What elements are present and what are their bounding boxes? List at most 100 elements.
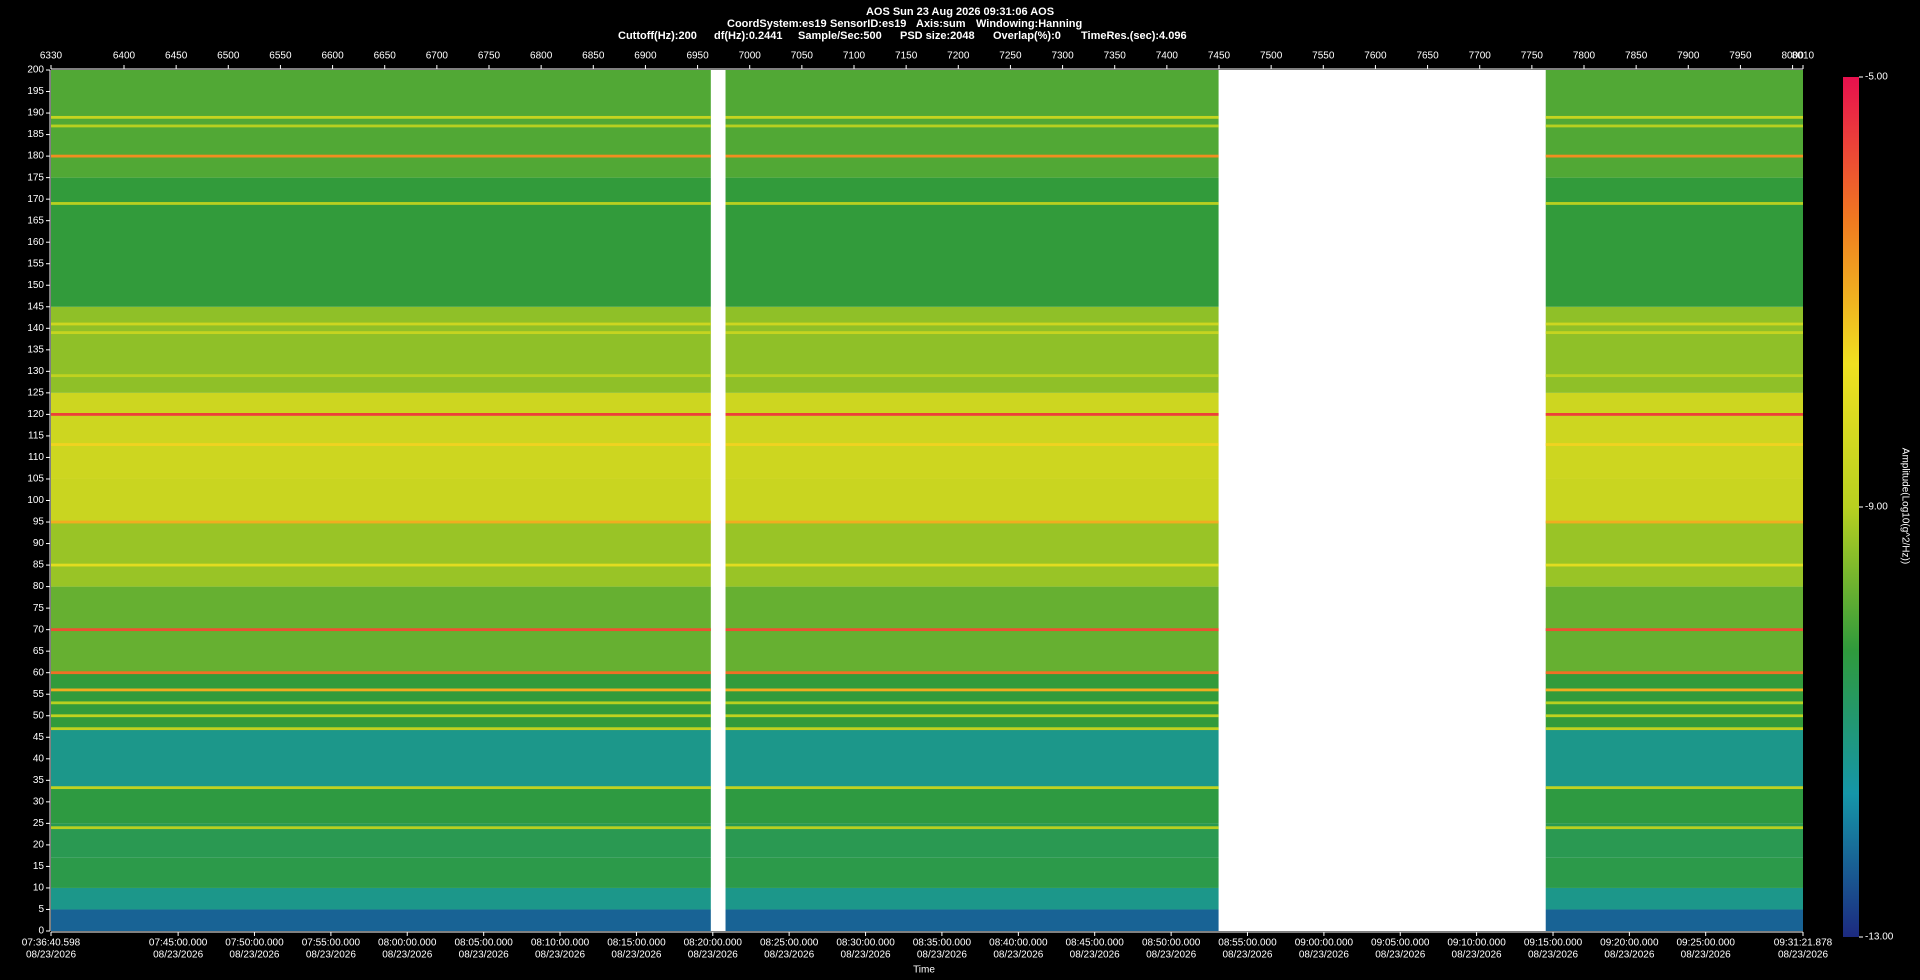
spectrum-band: [725, 857, 1219, 888]
colorbar-tick-label: -13.00: [1865, 932, 1894, 943]
time-tick-date: 08/23/2026: [1299, 950, 1349, 961]
x-tick-label: 7750: [1521, 51, 1544, 62]
time-tick-label: 09:31:21.878: [1774, 938, 1833, 949]
time-tick-date: 08/23/2026: [611, 950, 661, 961]
y-tick-label: 105: [27, 474, 44, 485]
time-tick-date: 08/23/2026: [459, 950, 509, 961]
x-tick-label: 6450: [165, 51, 188, 62]
time-tick-label: 07:50:00.000: [225, 938, 284, 949]
time-tick-label: 07:36:40.598: [22, 938, 81, 949]
y-tick-label: 5: [38, 904, 44, 915]
colorbar: [1843, 77, 1859, 937]
spectrum-band: [725, 672, 1219, 729]
x-tick-label: 7450: [1208, 51, 1231, 62]
tone-line: [725, 520, 1219, 524]
spectrum-band: [725, 909, 1219, 931]
x-tick-label: 7100: [843, 51, 866, 62]
x-tick-label: 7550: [1312, 51, 1335, 62]
spectrum-band: [51, 478, 711, 523]
y-tick-label: 140: [27, 323, 44, 334]
info: Sample/Sec:500: [798, 30, 882, 42]
tone-line: [725, 322, 1219, 326]
time-tick-date: 08/23/2026: [1146, 950, 1196, 961]
time-tick-label: 08:15:00.000: [607, 938, 666, 949]
spectrum-band: [725, 392, 1219, 479]
colorbar-tick-label: -5.00: [1865, 72, 1888, 83]
tone-line: [725, 202, 1219, 205]
x-tick-label: 6330: [40, 51, 63, 62]
tone-line: [51, 443, 711, 446]
x-tick-label: 6800: [530, 51, 553, 62]
y-tick-label: 30: [33, 796, 45, 807]
tone-line: [51, 786, 711, 790]
y-tick-label: 125: [27, 388, 44, 399]
tone-line: [51, 202, 711, 205]
spectrum-band: [51, 857, 711, 888]
time-tick-label: 08:25:00.000: [760, 938, 819, 949]
time-tick-label: 09:05:00.000: [1371, 938, 1430, 949]
colorbar-tick-label: -9.00: [1865, 502, 1888, 513]
time-tick-date: 08/23/2026: [1681, 950, 1731, 961]
spectrum-band: [51, 823, 711, 858]
spectrum-band: [725, 887, 1219, 910]
x-tick-label: 7800: [1573, 51, 1596, 62]
tone-line: [725, 727, 1219, 731]
tone-line: [51, 154, 711, 158]
spectrum-band: [725, 522, 1219, 587]
tone-line: [725, 115, 1219, 119]
y-tick-label: 15: [33, 861, 45, 872]
info: Windowing:Hanning: [976, 18, 1082, 30]
spectrum-band: [725, 177, 1219, 307]
x-tick-label: 7900: [1677, 51, 1700, 62]
spectrum-band: [1545, 909, 1803, 931]
y-tick-label: 80: [33, 581, 45, 592]
tone-line: [1545, 202, 1803, 205]
info: df(Hz):0.2441: [714, 30, 782, 42]
tone-line: [1545, 115, 1803, 119]
x-tick-label: 6650: [374, 51, 397, 62]
info: PSD size:2048: [900, 30, 975, 42]
tone-line: [1545, 322, 1803, 326]
tone-line: [1545, 727, 1803, 731]
x-tick-label: 6550: [269, 51, 292, 62]
x-tick-label: 7600: [1364, 51, 1387, 62]
spectrum-band: [725, 728, 1219, 789]
spectrum-band: [51, 177, 711, 307]
spectrum-band: [725, 306, 1219, 393]
x-tick-label: 6900: [634, 51, 657, 62]
y-tick-label: 120: [27, 409, 44, 420]
info: SensorID:es19: [830, 18, 906, 30]
y-tick-label: 20: [33, 840, 45, 851]
spectrum-band: [1545, 177, 1803, 307]
tone-line: [51, 688, 711, 692]
x-tick-label: 7250: [999, 51, 1022, 62]
tone-line: [51, 701, 711, 705]
time-tick-label: 08:35:00.000: [913, 938, 972, 949]
tone-line: [51, 322, 711, 326]
tone-line: [51, 374, 711, 378]
y-tick-label: 190: [27, 108, 44, 119]
tone-line: [1545, 701, 1803, 705]
y-tick-label: 180: [27, 151, 44, 162]
y-tick-label: 75: [33, 603, 45, 614]
tone-line: [1545, 520, 1803, 524]
x-tick-label: 7200: [947, 51, 970, 62]
time-tick-date: 08/23/2026: [26, 950, 76, 961]
time-tick-label: 08:00:00.000: [378, 938, 437, 949]
x-tick-label: 6850: [582, 51, 605, 62]
spectrum-band: [1545, 478, 1803, 523]
time-tick-date: 08/23/2026: [306, 950, 356, 961]
time-tick-label: 09:00:00.000: [1295, 938, 1354, 949]
y-tick-label: 195: [27, 86, 44, 97]
x-tick-label: 8010: [1792, 51, 1815, 62]
tone-line: [51, 331, 711, 335]
spectrum-band: [1545, 306, 1803, 393]
spectrum-band: [1545, 522, 1803, 587]
y-tick-label: 165: [27, 215, 44, 226]
time-tick-date: 08/23/2026: [1375, 950, 1425, 961]
y-tick-label: 150: [27, 280, 44, 291]
tone-line: [725, 701, 1219, 705]
spectrum-band: [1545, 857, 1803, 888]
spectrum-band: [1545, 788, 1803, 824]
tone-line: [1545, 563, 1803, 567]
